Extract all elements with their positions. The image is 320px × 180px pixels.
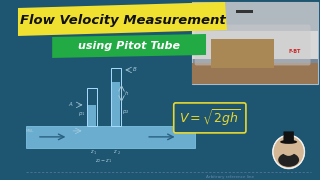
FancyBboxPatch shape <box>174 103 246 133</box>
FancyBboxPatch shape <box>195 25 310 66</box>
Bar <box>111 68 121 126</box>
Text: F-BT: F-BT <box>288 49 300 54</box>
Text: $p_1$: $p_1$ <box>78 110 85 118</box>
Bar <box>236 10 253 13</box>
Bar <box>88 105 96 126</box>
Text: $z$: $z$ <box>90 148 94 155</box>
Circle shape <box>281 140 296 156</box>
Text: using Pitot Tube: using Pitot Tube <box>78 41 180 51</box>
Text: h: h <box>124 91 128 96</box>
Bar <box>211 39 274 68</box>
Ellipse shape <box>280 140 297 144</box>
Bar <box>26 126 195 148</box>
Text: $z_2 - z_1$: $z_2 - z_1$ <box>95 157 113 165</box>
Text: $z$: $z$ <box>114 148 118 155</box>
Polygon shape <box>18 2 227 36</box>
Text: Flow Velocity Measurement: Flow Velocity Measurement <box>20 14 225 28</box>
Text: 1: 1 <box>94 151 96 155</box>
FancyBboxPatch shape <box>284 131 294 142</box>
Polygon shape <box>52 34 206 58</box>
Ellipse shape <box>278 153 299 167</box>
Text: A: A <box>68 102 72 107</box>
Circle shape <box>274 136 304 168</box>
Text: Arbitrary reference line: Arbitrary reference line <box>206 175 254 179</box>
Bar <box>192 2 318 84</box>
Text: 2: 2 <box>118 151 120 155</box>
Text: MSL: MSL <box>26 129 34 133</box>
Bar <box>87 88 97 126</box>
Text: B: B <box>133 68 137 72</box>
Bar <box>192 2 318 39</box>
Bar <box>192 31 318 59</box>
Circle shape <box>273 135 305 169</box>
Bar <box>112 82 120 126</box>
Bar <box>192 63 318 84</box>
Text: $V = \sqrt{2gh}$: $V = \sqrt{2gh}$ <box>179 107 241 128</box>
Text: $p_2$: $p_2$ <box>123 108 130 116</box>
